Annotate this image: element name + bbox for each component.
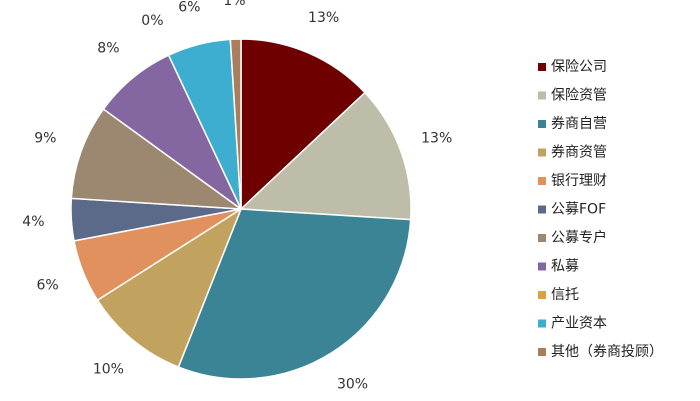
percent-label: 0%	[141, 13, 163, 29]
legend-swatch	[538, 120, 546, 128]
percent-label: 9%	[34, 131, 56, 147]
legend-label: 券商自营	[551, 116, 607, 132]
legend-swatch	[538, 91, 546, 100]
percent-label: 13%	[308, 10, 339, 26]
percent-label: 8%	[97, 41, 119, 57]
pie-slices	[70, 38, 412, 380]
legend-label: 保险资管	[551, 88, 607, 104]
legend-swatch	[538, 205, 546, 214]
legend-label: 信托	[551, 287, 579, 303]
legend-swatch	[538, 148, 546, 157]
legend-swatch	[538, 291, 546, 299]
legend-label: 券商资管	[551, 145, 607, 161]
percent-label: 13%	[421, 131, 452, 147]
percent-label: 6%	[178, 0, 200, 16]
legend-label: 公募FOF	[551, 202, 606, 218]
percent-labels: 13% 13% 30% 10% 6% 4% 9% 8% 0% 6% 1%	[22, 0, 452, 393]
legend-label: 公募专户	[551, 229, 607, 246]
legend-swatch	[538, 262, 546, 271]
percent-label: 1%	[223, 0, 245, 9]
legend-swatch	[538, 319, 546, 328]
legend-label: 私募	[551, 259, 579, 275]
legend-label: 保险公司	[551, 59, 607, 75]
percent-label: 4%	[22, 214, 44, 230]
percent-label: 10%	[93, 361, 124, 377]
percent-label: 6%	[36, 278, 58, 294]
pie-slice	[240, 38, 366, 211]
legend-swatch	[538, 177, 546, 185]
legend-swatch	[538, 234, 546, 242]
pie-slice	[239, 91, 412, 221]
pie-slice	[177, 208, 412, 380]
legend-swatch	[538, 63, 546, 71]
legend-label: 其他（券商投顾）	[551, 344, 663, 360]
legend-label: 银行理财	[551, 173, 607, 189]
pie-slice	[70, 108, 244, 210]
legend-label: 产业资本	[551, 316, 607, 332]
percent-label: 30%	[337, 377, 368, 393]
pie-slice	[229, 38, 242, 210]
legend-swatch	[538, 348, 546, 356]
pie-slice	[96, 207, 243, 369]
